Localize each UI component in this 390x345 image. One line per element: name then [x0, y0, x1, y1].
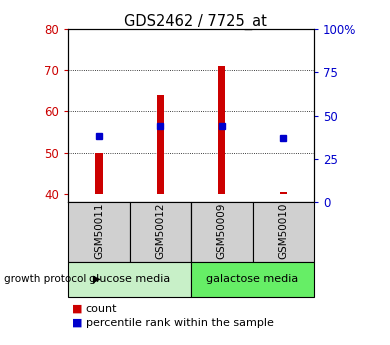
Bar [253, 202, 314, 262]
Bar [95, 152, 103, 194]
Text: ■: ■ [72, 304, 83, 314]
Bar [68, 202, 129, 262]
Text: GSM50009: GSM50009 [217, 203, 227, 259]
Bar [280, 193, 287, 194]
Text: GDS2462 / 7725_at: GDS2462 / 7725_at [124, 14, 266, 30]
Text: galactose media: galactose media [206, 275, 299, 284]
Text: GSM50010: GSM50010 [278, 203, 288, 259]
Text: percentile rank within the sample: percentile rank within the sample [86, 318, 274, 327]
Text: growth protocol  ▶: growth protocol ▶ [4, 275, 101, 284]
Text: GSM50011: GSM50011 [94, 203, 104, 259]
Bar [191, 202, 253, 262]
Bar [157, 95, 164, 194]
Text: ■: ■ [72, 318, 83, 327]
Bar [218, 66, 225, 194]
Bar [191, 262, 314, 297]
Text: GSM50012: GSM50012 [155, 203, 165, 259]
Bar [129, 202, 191, 262]
Text: count: count [86, 304, 117, 314]
Bar [68, 262, 191, 297]
Text: glucose media: glucose media [89, 275, 170, 284]
